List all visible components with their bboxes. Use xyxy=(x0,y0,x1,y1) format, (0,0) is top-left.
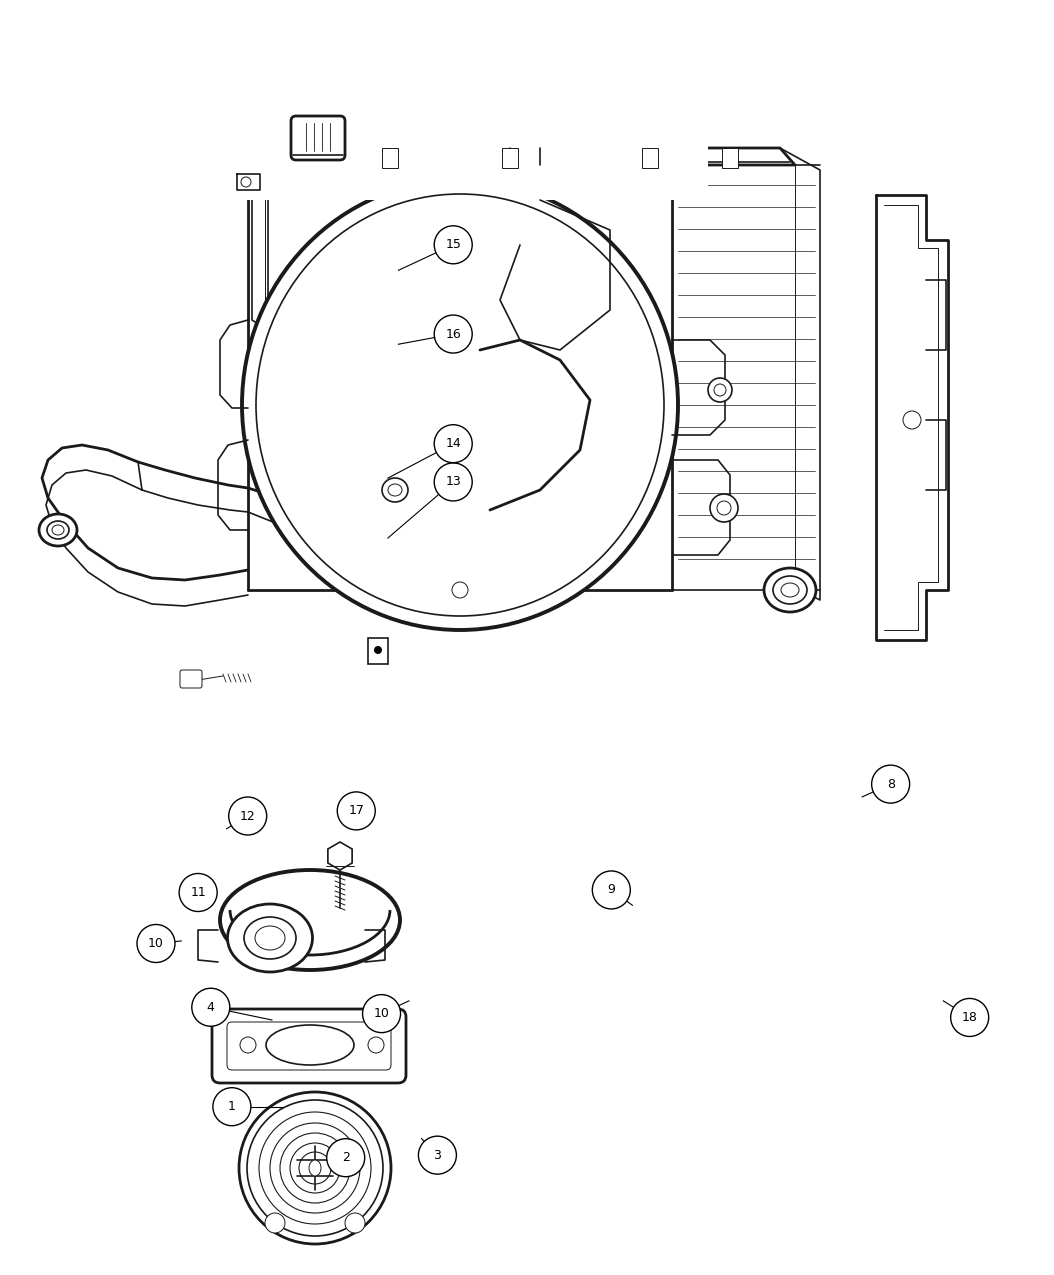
Ellipse shape xyxy=(39,514,77,546)
Text: 14: 14 xyxy=(446,437,461,450)
Bar xyxy=(368,638,388,664)
Circle shape xyxy=(179,873,217,912)
Circle shape xyxy=(452,581,468,598)
Circle shape xyxy=(434,315,472,353)
Circle shape xyxy=(345,1213,365,1233)
Circle shape xyxy=(710,493,738,521)
Ellipse shape xyxy=(242,180,678,630)
Circle shape xyxy=(240,1037,256,1053)
Text: 1: 1 xyxy=(228,1100,236,1113)
Text: 13: 13 xyxy=(446,476,461,488)
Text: 10: 10 xyxy=(373,1007,390,1020)
Bar xyxy=(502,148,518,168)
Ellipse shape xyxy=(309,1160,321,1176)
Ellipse shape xyxy=(220,870,401,970)
Circle shape xyxy=(418,1136,456,1174)
Circle shape xyxy=(241,177,251,187)
Circle shape xyxy=(903,411,921,428)
Text: 12: 12 xyxy=(240,810,255,822)
Circle shape xyxy=(434,463,472,501)
FancyBboxPatch shape xyxy=(291,116,345,159)
Text: 2: 2 xyxy=(341,1151,350,1164)
Text: 9: 9 xyxy=(607,884,616,896)
FancyBboxPatch shape xyxy=(227,1023,391,1070)
Circle shape xyxy=(434,425,472,463)
Ellipse shape xyxy=(764,567,816,612)
Ellipse shape xyxy=(266,1025,354,1065)
Circle shape xyxy=(239,1091,391,1244)
Bar xyxy=(642,148,658,168)
Text: 15: 15 xyxy=(445,238,462,251)
Text: 4: 4 xyxy=(207,1001,215,1014)
Circle shape xyxy=(872,765,910,803)
Text: 8: 8 xyxy=(886,778,895,790)
Circle shape xyxy=(337,792,375,830)
Circle shape xyxy=(247,1100,383,1235)
Text: 18: 18 xyxy=(961,1011,978,1024)
Text: 3: 3 xyxy=(433,1149,442,1162)
Ellipse shape xyxy=(382,478,408,502)
Bar xyxy=(382,148,398,168)
Circle shape xyxy=(363,994,401,1033)
Text: 11: 11 xyxy=(191,886,206,899)
Circle shape xyxy=(592,871,630,909)
Circle shape xyxy=(229,797,267,835)
Circle shape xyxy=(213,1088,251,1126)
Circle shape xyxy=(192,988,230,1026)
Circle shape xyxy=(265,1213,285,1233)
Circle shape xyxy=(374,646,382,654)
FancyBboxPatch shape xyxy=(212,1009,406,1082)
FancyBboxPatch shape xyxy=(180,669,202,688)
Text: 10: 10 xyxy=(148,937,164,950)
Circle shape xyxy=(368,1037,384,1053)
Bar xyxy=(232,0,708,200)
Text: 17: 17 xyxy=(348,805,365,817)
Bar xyxy=(722,148,738,168)
Circle shape xyxy=(434,226,472,264)
Ellipse shape xyxy=(228,904,312,972)
Circle shape xyxy=(708,377,731,402)
Ellipse shape xyxy=(243,917,296,959)
Circle shape xyxy=(951,998,989,1037)
Circle shape xyxy=(137,924,175,963)
Circle shape xyxy=(327,1139,365,1177)
Text: 16: 16 xyxy=(446,328,461,340)
